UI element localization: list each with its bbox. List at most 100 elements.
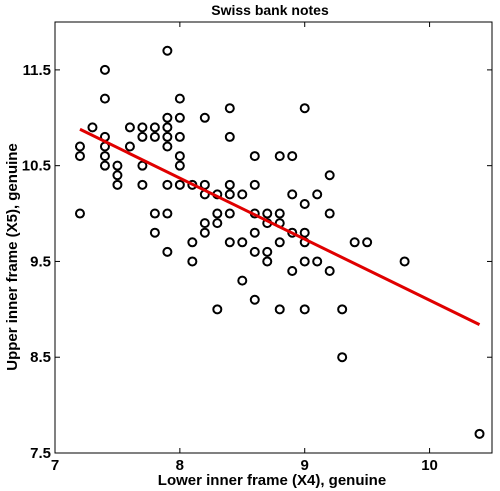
data-point (199, 227, 210, 238)
data-point (124, 141, 135, 152)
data-point (212, 304, 223, 315)
data-point (249, 227, 260, 238)
data-point (199, 218, 210, 229)
data-point (249, 246, 260, 257)
data-point (349, 237, 360, 248)
data-point (287, 151, 298, 162)
data-point (162, 208, 173, 219)
data-point (162, 122, 173, 133)
x-axis-label: Lower inner frame (X4), genuine (158, 472, 386, 489)
data-point (99, 64, 110, 75)
data-point (299, 256, 310, 267)
data-point (174, 160, 185, 171)
data-point (362, 237, 373, 248)
data-point (262, 208, 273, 219)
data-point (474, 428, 485, 439)
data-point (87, 122, 98, 133)
data-point (137, 160, 148, 171)
data-point (324, 208, 335, 219)
data-point (149, 131, 160, 142)
data-point (224, 131, 235, 142)
data-point (249, 151, 260, 162)
data-point (99, 151, 110, 162)
data-point (124, 122, 135, 133)
data-point (162, 45, 173, 56)
data-point (112, 160, 123, 171)
y-axis-label: Upper inner frame (X5), genuine (4, 143, 21, 371)
y-tick-label: 9.5 (30, 253, 51, 270)
data-point (137, 131, 148, 142)
data-point (299, 227, 310, 238)
axes-layer: 7 8 9 10 7.5 8.5 9.5 10.5 11.5 (22, 22, 492, 474)
data-point (74, 141, 85, 152)
data-point (174, 131, 185, 142)
data-point (399, 256, 410, 267)
data-point (224, 189, 235, 200)
data-point (162, 112, 173, 123)
data-point (174, 151, 185, 162)
data-point (274, 151, 285, 162)
plot-frame (54, 21, 493, 454)
data-point (212, 208, 223, 219)
data-point (287, 266, 298, 277)
data-point (274, 304, 285, 315)
data-point (324, 266, 335, 277)
x-tick-label: 7 (51, 457, 59, 474)
data-point (299, 304, 310, 315)
data-point (262, 246, 273, 257)
data-point (337, 304, 348, 315)
data-point (274, 237, 285, 248)
data-point (74, 208, 85, 219)
data-point (137, 179, 148, 190)
data-point (74, 151, 85, 162)
data-point (224, 237, 235, 248)
x-tick-label: 10 (421, 457, 438, 474)
x-tick-label: 9 (301, 457, 309, 474)
x-tick-label: 8 (176, 457, 184, 474)
data-point (174, 112, 185, 123)
data-point (162, 131, 173, 142)
data-point (137, 122, 148, 133)
data-point (99, 93, 110, 104)
data-point (224, 179, 235, 190)
data-point (199, 112, 210, 123)
data-point (237, 275, 248, 286)
data-point (162, 179, 173, 190)
data-point (174, 179, 185, 190)
data-point (162, 141, 173, 152)
data-point (237, 189, 248, 200)
data-point (174, 93, 185, 104)
y-tick-label: 11.5 (23, 62, 51, 79)
data-point (299, 103, 310, 114)
data-point (187, 256, 198, 267)
data-point (187, 237, 198, 248)
data-point (312, 189, 323, 200)
data-point (112, 179, 123, 190)
data-point (262, 256, 273, 267)
y-tick-label: 8.5 (30, 349, 51, 366)
data-point (337, 352, 348, 363)
data-point (162, 246, 173, 257)
data-point (249, 179, 260, 190)
data-point (249, 294, 260, 305)
trend-line-layer (79, 127, 481, 327)
data-point (212, 218, 223, 229)
points-layer (74, 45, 485, 439)
y-tick-label: 10.5 (22, 158, 51, 175)
y-tick-label: 7.5 (30, 445, 51, 462)
data-point (224, 208, 235, 219)
data-point (112, 170, 123, 181)
data-point (274, 208, 285, 219)
data-point (299, 198, 310, 209)
data-point (149, 227, 160, 238)
data-point (99, 160, 110, 171)
data-point (149, 122, 160, 133)
data-point (149, 208, 160, 219)
data-point (287, 189, 298, 200)
data-point (224, 103, 235, 114)
regression-line (79, 127, 481, 327)
chart-title: Swiss bank notes (211, 2, 329, 18)
data-point (312, 256, 323, 267)
data-point (324, 170, 335, 181)
